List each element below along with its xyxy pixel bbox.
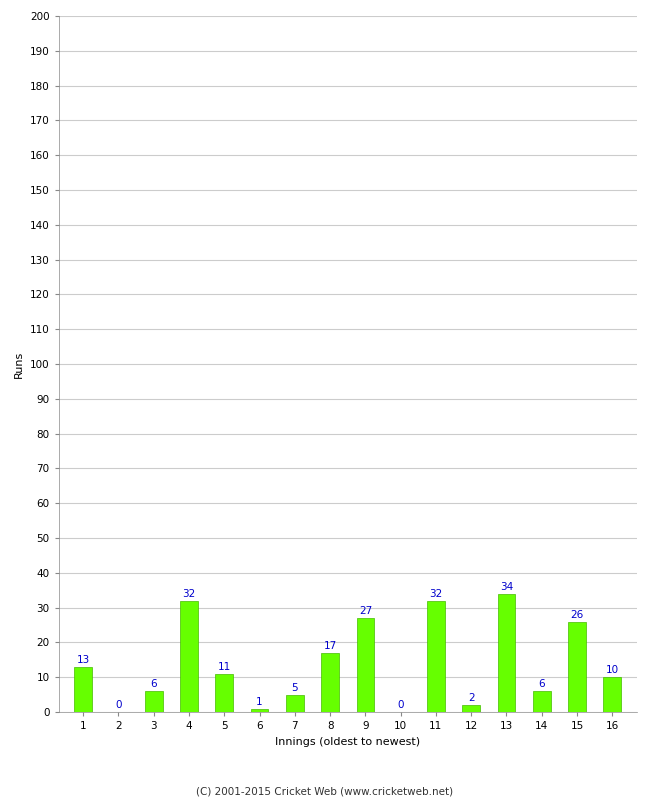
Text: (C) 2001-2015 Cricket Web (www.cricketweb.net): (C) 2001-2015 Cricket Web (www.cricketwe… bbox=[196, 786, 454, 796]
Bar bbox=[251, 709, 268, 712]
Bar bbox=[357, 618, 374, 712]
Text: 0: 0 bbox=[397, 700, 404, 710]
Bar bbox=[568, 622, 586, 712]
Bar bbox=[533, 691, 551, 712]
Text: 17: 17 bbox=[324, 641, 337, 651]
Text: 2: 2 bbox=[468, 694, 474, 703]
Text: 10: 10 bbox=[606, 666, 619, 675]
X-axis label: Innings (oldest to newest): Innings (oldest to newest) bbox=[275, 737, 421, 746]
Text: 1: 1 bbox=[256, 697, 263, 706]
Text: 13: 13 bbox=[77, 655, 90, 665]
Bar bbox=[180, 601, 198, 712]
Text: 34: 34 bbox=[500, 582, 513, 592]
Text: 11: 11 bbox=[218, 662, 231, 672]
Bar bbox=[603, 677, 621, 712]
Bar bbox=[286, 694, 304, 712]
Bar bbox=[498, 594, 515, 712]
Bar bbox=[215, 674, 233, 712]
Text: 6: 6 bbox=[538, 679, 545, 690]
Y-axis label: Runs: Runs bbox=[14, 350, 24, 378]
Text: 5: 5 bbox=[292, 683, 298, 693]
Bar bbox=[145, 691, 162, 712]
Bar bbox=[427, 601, 445, 712]
Text: 32: 32 bbox=[429, 589, 443, 599]
Text: 27: 27 bbox=[359, 606, 372, 616]
Text: 0: 0 bbox=[115, 700, 122, 710]
Bar bbox=[462, 705, 480, 712]
Text: 32: 32 bbox=[183, 589, 196, 599]
Bar bbox=[321, 653, 339, 712]
Bar bbox=[74, 666, 92, 712]
Text: 26: 26 bbox=[571, 610, 584, 620]
Text: 6: 6 bbox=[150, 679, 157, 690]
